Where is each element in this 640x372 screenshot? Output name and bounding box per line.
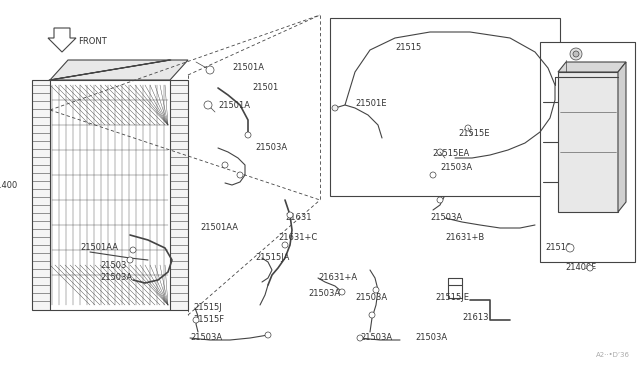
Text: 21515JA: 21515JA	[255, 253, 289, 263]
Text: 21503A: 21503A	[255, 144, 287, 153]
Text: 21515JE: 21515JE	[435, 294, 469, 302]
Text: 21503A: 21503A	[415, 334, 447, 343]
Text: 21503A: 21503A	[190, 334, 222, 343]
Circle shape	[573, 51, 579, 57]
Circle shape	[437, 149, 443, 155]
Bar	[170, 80, 188, 310]
Text: 21503A: 21503A	[360, 334, 392, 343]
Text: 21515E: 21515E	[458, 128, 490, 138]
Text: 21501: 21501	[252, 83, 278, 93]
Circle shape	[245, 132, 251, 138]
Circle shape	[465, 125, 471, 131]
Circle shape	[222, 162, 228, 168]
Circle shape	[287, 212, 293, 218]
Circle shape	[566, 244, 574, 252]
Circle shape	[430, 172, 436, 178]
Circle shape	[332, 105, 338, 111]
Text: 21613: 21613	[462, 314, 488, 323]
Circle shape	[373, 287, 379, 293]
Text: 21515EA: 21515EA	[432, 148, 469, 157]
Bar	[558, 72, 618, 212]
Text: 21501A: 21501A	[218, 100, 250, 109]
Text: 21503A: 21503A	[355, 294, 387, 302]
Circle shape	[437, 197, 443, 203]
Text: 21400F: 21400F	[565, 263, 596, 273]
Circle shape	[369, 312, 375, 318]
Circle shape	[130, 247, 136, 253]
Circle shape	[339, 289, 345, 295]
Circle shape	[237, 172, 243, 178]
Text: 21515: 21515	[395, 44, 421, 52]
Polygon shape	[558, 62, 626, 72]
Text: 21631+A: 21631+A	[318, 273, 357, 282]
Circle shape	[357, 335, 363, 341]
Text: FRONT: FRONT	[78, 38, 107, 46]
Text: 21503A: 21503A	[440, 164, 472, 173]
Text: 21503: 21503	[100, 260, 126, 269]
Text: 21515F: 21515F	[193, 315, 224, 324]
Bar	[330, 18, 560, 196]
Circle shape	[265, 332, 271, 338]
Circle shape	[206, 66, 214, 74]
Bar	[540, 42, 635, 262]
Text: A2··•D’36: A2··•D’36	[596, 352, 630, 358]
Polygon shape	[618, 62, 626, 212]
Polygon shape	[48, 28, 76, 52]
Text: 21516: 21516	[578, 96, 604, 105]
Text: 21503A: 21503A	[430, 214, 462, 222]
Circle shape	[587, 265, 593, 271]
Circle shape	[127, 257, 133, 263]
Text: 21503A: 21503A	[308, 289, 340, 298]
Text: 21631+B: 21631+B	[445, 234, 484, 243]
Bar	[32, 80, 50, 310]
Circle shape	[204, 101, 212, 109]
Text: 21503A: 21503A	[100, 273, 132, 282]
Text: 21631+C: 21631+C	[278, 234, 317, 243]
Circle shape	[570, 48, 582, 60]
Text: 21501AA: 21501AA	[80, 244, 118, 253]
Text: 21400: 21400	[0, 180, 18, 189]
Text: 21510: 21510	[545, 244, 572, 253]
Text: 21501A: 21501A	[232, 64, 264, 73]
Polygon shape	[50, 60, 188, 80]
Text: 21631: 21631	[285, 214, 312, 222]
Circle shape	[193, 317, 199, 323]
Text: 21501AA: 21501AA	[200, 224, 238, 232]
Circle shape	[282, 242, 288, 248]
Text: 21501E: 21501E	[355, 99, 387, 108]
Text: 20501E: 20501E	[558, 71, 589, 80]
Text: 21515J: 21515J	[193, 304, 221, 312]
